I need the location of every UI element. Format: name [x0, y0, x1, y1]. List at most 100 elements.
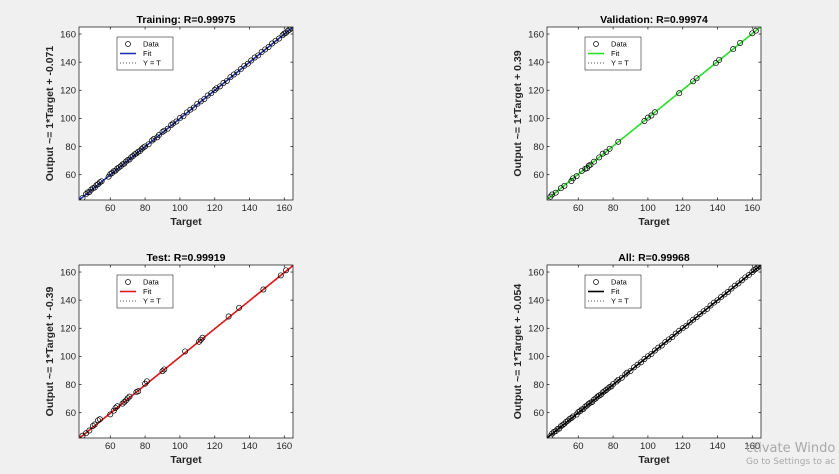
fit-line-training [79, 27, 293, 200]
data-point-training [121, 160, 128, 167]
data-point-test [236, 304, 243, 311]
data-point-test [260, 286, 267, 293]
data-point-training [136, 148, 143, 155]
data-point-test [225, 313, 232, 320]
x-tick-label-all: 120 [675, 441, 691, 452]
y-tick-label-all: 100 [528, 352, 544, 363]
data-point-all [735, 280, 742, 287]
data-point-test [277, 272, 284, 279]
legend-label-test: Data [143, 278, 160, 287]
data-point-test [123, 397, 129, 404]
data-point-all [704, 305, 711, 312]
plot-content-all [547, 265, 761, 438]
x-axis-label-test: Target [170, 454, 202, 466]
y-tick-label-validation: 160 [528, 29, 544, 40]
data-point-all [613, 378, 620, 385]
data-point-test [91, 421, 98, 428]
data-point-training [251, 54, 258, 61]
x-tick-label-test: 100 [172, 441, 188, 452]
x-tick-label-training: 120 [207, 203, 223, 214]
data-point-test [199, 334, 206, 341]
data-point-all [745, 272, 752, 279]
data-point-validation [599, 150, 606, 157]
data-point-all [738, 277, 745, 284]
data-point-training [116, 164, 122, 171]
data-point-validation [573, 173, 580, 180]
x-tick-label-training: 140 [242, 203, 258, 214]
y-tick-label-test: 100 [60, 352, 76, 363]
axes-box-test [78, 264, 294, 439]
data-point-all [568, 415, 575, 421]
data-point-all [693, 314, 700, 321]
data-point-test [86, 427, 93, 434]
data-point-all [604, 385, 611, 392]
data-point-all [624, 369, 630, 376]
panel-test: 60 80 100 120 140 160 60 80 100 120 140 160 Test: R=… [44, 252, 294, 466]
y-axis-label-training: Output ~= 1*Target + -0.071 [44, 46, 56, 182]
watermark-line-2: Go to Settings to ac [746, 457, 836, 467]
data-point-all [672, 330, 679, 337]
data-point-training [276, 35, 283, 42]
data-point-training [213, 85, 220, 92]
data-point-training [237, 66, 244, 73]
x-tick-label-all: 160 [744, 441, 760, 452]
data-point-validation [648, 112, 655, 119]
data-point-all [594, 393, 601, 400]
data-point-test [95, 417, 102, 424]
y-tick-label-test: 120 [60, 324, 76, 335]
activate-windows-watermark: ctivate Windo Go to Settings to ac [746, 441, 835, 467]
data-point-all [683, 322, 690, 329]
y-tick-label-training: 120 [60, 86, 76, 97]
y-tick-label-training: 100 [60, 114, 76, 125]
axes-box-all [546, 264, 762, 439]
data-point-training [98, 178, 105, 185]
plot-content-training [79, 27, 293, 200]
data-point-test [143, 378, 150, 385]
x-tick-label-validation: 140 [710, 203, 726, 214]
y-tick-label-all: 80 [533, 380, 544, 391]
x-tick-label-validation: 80 [608, 203, 619, 214]
data-point-validation [585, 162, 592, 169]
x-tick-label-training: 100 [172, 203, 188, 214]
x-axis-label-all: Target [638, 454, 670, 466]
y-tick-label-all: 140 [528, 295, 544, 306]
data-point-all [570, 413, 577, 420]
data-point-all [603, 387, 610, 393]
data-point-training [248, 57, 255, 64]
fit-line-all [547, 265, 761, 438]
x-axis-label-training: Target [170, 216, 202, 228]
data-point-training [255, 52, 262, 59]
data-point-validation [570, 175, 577, 182]
legend-box-training [116, 36, 174, 71]
data-point-training [156, 132, 162, 138]
legend-label-validation: Fit [611, 49, 620, 58]
panel-training: 60 80 100 120 140 160 60 80 100 120 140 160 Training… [44, 14, 294, 228]
data-point-training [168, 122, 175, 128]
data-point-all [591, 396, 597, 403]
data-point-training [180, 113, 187, 120]
x-tick-label-training: 160 [276, 203, 292, 214]
chart-title-test: Test: R=0.99919 [147, 252, 226, 264]
x-tick-label-validation: 160 [744, 203, 760, 214]
legend-label-training: Data [143, 40, 160, 49]
data-point-training [211, 87, 218, 93]
data-point-validation [712, 60, 719, 67]
data-point-test [119, 400, 126, 407]
panel-validation: 60 80 100 120 140 160 60 80 100 120 140 160 Validati… [512, 14, 762, 228]
data-point-test [196, 338, 202, 345]
data-point-all [724, 289, 731, 295]
data-point-validation [641, 118, 648, 124]
x-tick-label-training: 80 [140, 203, 151, 214]
data-point-validation [552, 189, 559, 196]
data-point-validation [730, 46, 737, 53]
data-point-validation [644, 114, 651, 121]
data-point-all [622, 371, 629, 378]
data-point-training [234, 69, 241, 76]
x-tick-label-test: 140 [242, 441, 258, 452]
x-tick-label-all: 140 [710, 441, 726, 452]
data-point-all [728, 285, 735, 292]
data-point-validation [676, 90, 683, 97]
data-point-training [107, 171, 114, 178]
